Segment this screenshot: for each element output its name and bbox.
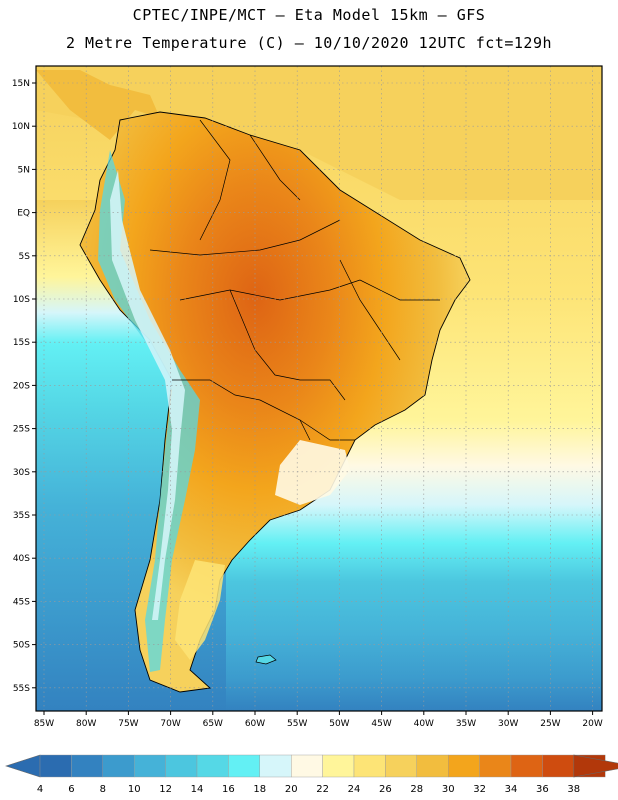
colorbar-tick-label: 24 <box>348 784 361 795</box>
lon-label: 30W <box>498 719 518 729</box>
lat-label: 15S <box>13 338 30 348</box>
lon-label: 65W <box>203 719 223 729</box>
lon-label: 55W <box>287 719 307 729</box>
colorbar-tick-label: 20 <box>285 784 298 795</box>
colorbar-tick-label: 34 <box>505 784 518 795</box>
lat-label: 45S <box>13 597 30 607</box>
colorbar-arrow-left <box>5 754 41 778</box>
lon-label: 85W <box>34 719 54 729</box>
uruguay-cool-area <box>275 440 350 505</box>
colorbar-tick-label: 38 <box>567 784 580 795</box>
lon-label: 80W <box>76 719 96 729</box>
colorbar-tick-label: 26 <box>379 784 392 795</box>
colorbar-tick-label: 22 <box>316 784 329 795</box>
lon-label: 25W <box>540 719 560 729</box>
colorbar-arrow-right <box>573 754 618 778</box>
lat-label: 10S <box>13 295 30 305</box>
lat-label: 30S <box>13 468 30 478</box>
lon-label: 75W <box>118 719 138 729</box>
country-borders <box>149 119 440 441</box>
lat-label: 25S <box>13 425 30 435</box>
latitude-labels: 15N 10N 5N EQ 5S 10S 15S 20S 25S 30S 35S 40S 45S 50S 5… <box>12 79 36 694</box>
colorbar-swatch <box>133 754 166 778</box>
colorbar-swatch <box>479 754 512 778</box>
lat-label: 50S <box>13 641 30 651</box>
colorbar-tick-label: 32 <box>473 784 486 795</box>
colorbar-tick-label: 18 <box>253 784 266 795</box>
map-title-line-2: 2 Metre Temperature (C) – 10/10/2020 12U… <box>65 34 553 52</box>
colorbar-tick-label: 30 <box>442 784 455 795</box>
colorbar-tick-label: 8 <box>100 784 106 795</box>
lat-label: 15N <box>12 79 30 89</box>
lon-label: 60W <box>245 719 265 729</box>
lat-label: 55S <box>13 684 30 694</box>
caribbean-field <box>36 66 602 200</box>
colorbar-swatch <box>165 754 198 778</box>
lat-label: 10N <box>12 122 30 132</box>
colorbar-swatch <box>353 754 386 778</box>
colorbar-tick-label: 28 <box>410 784 423 795</box>
lat-label: 40S <box>13 554 30 564</box>
falkland-islands <box>255 654 277 665</box>
lat-label: 35S <box>13 511 30 521</box>
colorbar-tick-label: 36 <box>536 784 549 795</box>
colorbar-tick-label: 12 <box>159 784 172 795</box>
andes-snow-band <box>110 170 185 620</box>
colorbar-swatch <box>259 754 292 778</box>
colorbar-swatch <box>196 754 229 778</box>
lon-label: 40W <box>414 719 434 729</box>
lat-label: 5N <box>18 165 30 175</box>
colorbar-swatch <box>510 754 543 778</box>
lon-label: 50W <box>329 719 349 729</box>
colorbar-tick-label: 14 <box>191 784 204 795</box>
central-america-land <box>36 70 160 140</box>
map-frame <box>35 65 603 712</box>
temperature-colorbar: 4 6 8 10 12 14 16 18 20 22 24 26 28 30 32 34 36 38 <box>5 754 618 795</box>
colorbar-swatch <box>385 754 417 778</box>
lon-label: 45W <box>371 719 391 729</box>
colorbar-swatch <box>416 754 449 778</box>
lon-label: 20W <box>582 719 602 729</box>
colorbar-swatch <box>322 754 355 778</box>
map-plot-area <box>36 66 602 711</box>
lat-label: 5S <box>19 252 31 262</box>
colorbar-tick-label: 6 <box>68 784 74 795</box>
colorbar-swatch <box>228 754 260 778</box>
map-title-line-1: CPTEC/INPE/MCT – Eta Model 15km – GFS <box>132 6 486 24</box>
colorbar-swatch <box>448 754 480 778</box>
lat-label: 20S <box>13 381 30 391</box>
lat-label: EQ <box>17 209 30 219</box>
colorbar-swatch <box>291 754 323 778</box>
lon-label: 35W <box>456 719 476 729</box>
longitude-labels: 85W 80W 75W 70W 65W 60W 55W 50W 45W 40W 35W 30W 25W 2… <box>34 711 603 729</box>
colorbar-swatch <box>102 754 135 778</box>
colorbar-tick-label: 4 <box>37 784 43 795</box>
lon-label: 70W <box>160 719 180 729</box>
colorbar-tick-label: 16 <box>222 784 235 795</box>
colorbar-swatch <box>39 754 72 778</box>
colorbar-swatch <box>542 754 575 778</box>
colorbar-swatch <box>71 754 104 778</box>
colorbar-tick-label: 10 <box>128 784 141 795</box>
